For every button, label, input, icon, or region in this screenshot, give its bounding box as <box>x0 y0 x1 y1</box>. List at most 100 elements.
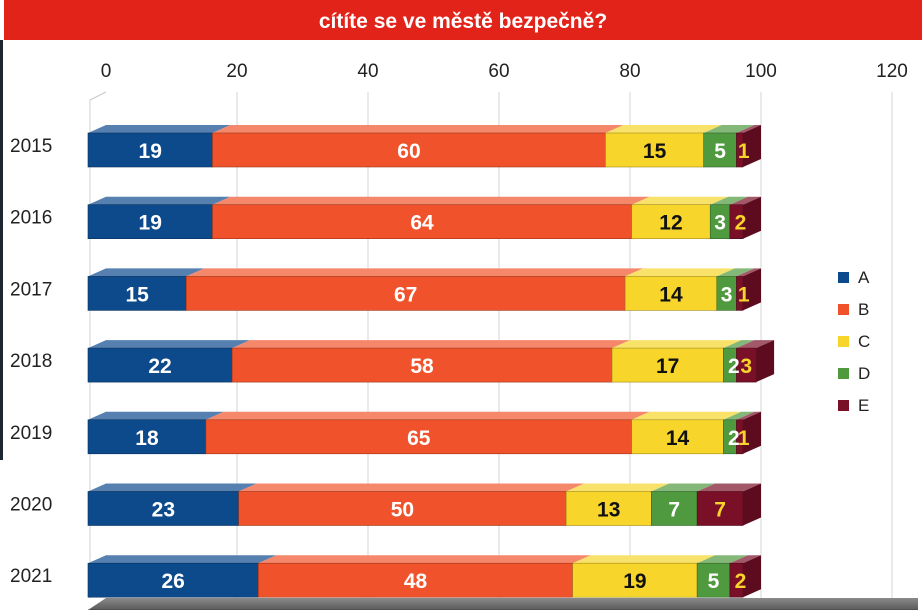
bar-top-face <box>631 411 742 420</box>
bar-value-label: 2 <box>735 570 747 593</box>
bar-value-label: 3 <box>740 355 752 378</box>
bar-segment <box>257 562 573 598</box>
bar-top-face <box>703 125 755 133</box>
bar-value-label: 17 <box>656 355 679 378</box>
bar-row: 18 65 14 21 <box>87 411 761 455</box>
bar-value-label: 22 <box>148 355 171 378</box>
legend-swatch <box>838 336 849 347</box>
x-tick-label: 60 <box>488 61 509 82</box>
bar-top-face <box>572 555 716 564</box>
bar-row: 26 48 19 5 2 <box>87 555 761 598</box>
bar-top-face <box>212 196 650 205</box>
x-tick-label: 0 <box>101 61 112 82</box>
bar-end-face <box>743 268 761 311</box>
bar-value-label: 2 <box>728 355 740 378</box>
legend-label: B <box>858 300 869 319</box>
floor-plane <box>88 598 918 610</box>
bar-value-label: 14 <box>659 283 683 306</box>
bar-segment <box>87 276 187 311</box>
bar-top-face <box>736 411 761 420</box>
bar-value-label: 1 <box>738 140 750 163</box>
x-axis-ticks: 0 20 40 60 80 100 120 <box>101 61 908 82</box>
bar-row: 22 58 17 2 3 <box>87 340 775 383</box>
legend-label: D <box>858 364 870 383</box>
y-tick-label: 2018 <box>10 351 52 372</box>
legend-swatch <box>838 272 849 283</box>
bar-row: 19 64 12 3 2 <box>87 196 761 239</box>
bar-value-label: 5 <box>714 140 726 163</box>
bar-segment <box>87 491 239 526</box>
bar-top-face <box>729 196 761 205</box>
bar-value-label: 19 <box>623 570 646 593</box>
bar-value-label: 5 <box>708 570 720 593</box>
bar-top-face <box>232 340 630 349</box>
bar-segment <box>238 491 567 526</box>
bar-top-face <box>238 483 585 492</box>
bar-top-face <box>88 340 251 349</box>
bar-value-label: 12 <box>659 212 682 235</box>
bar-top-face <box>205 411 650 420</box>
bar-segment <box>703 132 737 168</box>
bar-top-face <box>716 268 755 277</box>
bar-top-face <box>88 411 224 420</box>
bar-top-face <box>88 196 231 205</box>
bar-row: 19 60 15 5 1 <box>87 125 761 168</box>
bar-top-face <box>723 340 755 349</box>
bar-end-face <box>743 196 761 239</box>
bar-top-face <box>736 125 761 133</box>
chart-title-bar: cítíte se ve městě bezpečně? <box>4 0 922 40</box>
bar-top-face <box>88 268 205 277</box>
bar-top-face <box>736 340 775 349</box>
bar-value-label: 15 <box>643 140 667 163</box>
bar-segment <box>185 276 626 311</box>
bar-top-face <box>631 196 729 205</box>
bar-top-face <box>88 483 257 492</box>
bar-value-label: 60 <box>397 140 420 163</box>
bar-value-label: 48 <box>404 570 428 593</box>
bar-end-face <box>743 483 761 526</box>
bar-segment <box>611 347 724 383</box>
x-tick-label: 40 <box>357 61 378 82</box>
x-tick-label: 120 <box>876 61 908 82</box>
bar-segment <box>696 562 731 598</box>
bar-top-face <box>88 555 277 564</box>
bar-value-label: 1 <box>738 427 750 450</box>
legend-label: A <box>858 268 870 287</box>
bar-top-face <box>651 483 716 492</box>
bar-value-label: 67 <box>394 283 417 306</box>
y-tick-label: 2020 <box>10 495 52 516</box>
bar-value-label: 19 <box>139 212 162 235</box>
bar-value-label: 3 <box>721 283 733 306</box>
bar-value-label: 3 <box>714 212 726 235</box>
bar-end-face <box>743 555 761 598</box>
y-tick-label: 2016 <box>10 208 52 229</box>
bar-segment <box>624 276 718 311</box>
bar-top-face <box>605 125 722 133</box>
bar-segment <box>87 347 233 383</box>
legend-swatch <box>838 400 849 411</box>
bar-top-face <box>710 196 748 205</box>
bar-segment <box>87 562 259 598</box>
bar-top-face <box>625 268 735 277</box>
y-tick-label: 2015 <box>10 136 52 157</box>
left-edge-strip <box>0 40 3 460</box>
legend-item: A <box>838 268 870 287</box>
bar-value-label: 2 <box>735 212 747 235</box>
bar-segment <box>605 132 705 168</box>
bar-segment <box>87 204 213 239</box>
bar-top-face <box>186 268 644 277</box>
bar-top-face <box>566 483 670 492</box>
bar-top-face <box>697 483 761 492</box>
bar-segment <box>231 347 613 383</box>
bar-row: 15 67 14 3 1 <box>87 268 761 311</box>
bar-segment <box>650 491 698 526</box>
x-tick-label: 80 <box>619 61 640 82</box>
bar-value-label: 2 <box>728 427 740 450</box>
bar-value-label: 1 <box>738 283 750 306</box>
y-tick-label: 2017 <box>10 279 52 300</box>
bar-value-label: 23 <box>152 499 175 522</box>
bar-value-label: 26 <box>161 570 184 593</box>
legend-item: B <box>838 300 869 319</box>
legend-item: D <box>838 364 870 383</box>
